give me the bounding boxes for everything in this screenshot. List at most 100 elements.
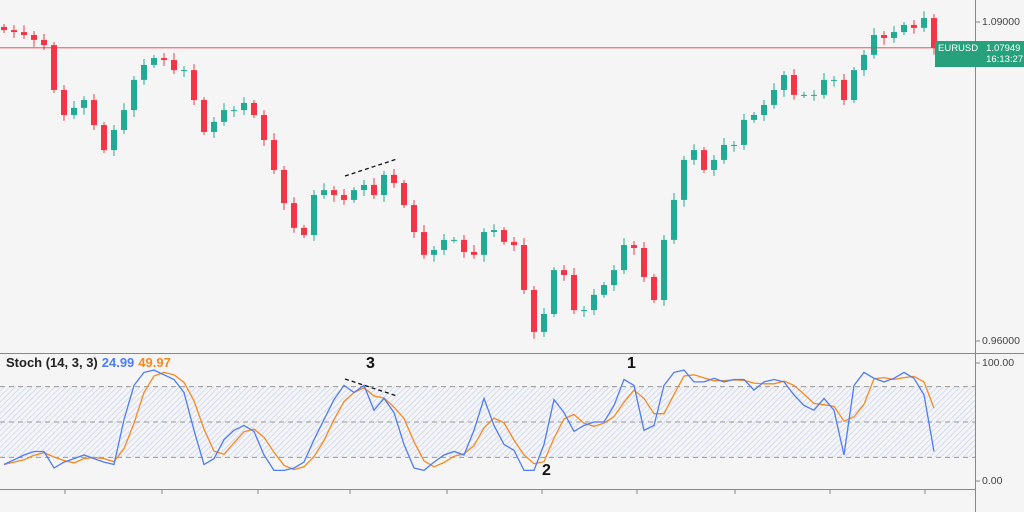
annotation-3: 3 [366,355,375,372]
candles [1,11,937,339]
candle-body [551,270,557,315]
candle-body [891,32,897,38]
candle [171,53,177,75]
candle [71,101,77,119]
candle [241,97,247,116]
candle-body [671,199,677,240]
candle-body [121,110,127,130]
candle [751,112,757,123]
candle-body [281,169,287,204]
candle [501,227,507,245]
candle [471,245,477,259]
candle [541,308,547,337]
candle [831,75,837,87]
candle-body [81,100,87,108]
candle [371,178,377,199]
candle-body [431,249,437,255]
stoch-title: Stoch (14, 3, 3) [6,355,98,370]
candle [491,224,497,237]
candle-body [271,140,277,170]
candle [251,100,257,118]
candle-body [831,79,837,81]
candle-body [641,247,647,277]
candle-body [401,182,407,206]
candle [841,74,847,105]
candle [641,242,647,282]
candle-body [571,274,577,311]
candle-body [611,270,617,286]
candle [401,180,407,209]
candle [871,28,877,59]
candle-body [411,205,417,233]
candle [151,55,157,68]
candle-body [171,60,177,71]
candle-body [511,241,517,246]
candle-body [111,129,117,151]
annotation-1: 1 [627,355,636,372]
candle-body [721,144,727,160]
candle [891,26,897,43]
candle-body [631,245,637,248]
candle-body [931,18,937,48]
candle [881,31,887,45]
candle [351,187,357,203]
candle-body [691,150,697,160]
candle [521,238,527,294]
candle-body [621,245,627,271]
candle-body [321,190,327,195]
candle [851,67,857,103]
candle [711,154,717,176]
candle-body [761,104,767,116]
candle-body [181,70,187,72]
stoch-legend[interactable]: Stoch (14, 3, 3) 24.99 49.97 [6,355,171,370]
price-tick-label: 1.09000 [982,16,1020,28]
candle [661,234,667,306]
candle-body [751,115,757,120]
candle-body [651,276,657,301]
candle [221,103,227,126]
candle-body [741,119,747,145]
candle [511,236,517,251]
candle [361,180,367,196]
candle [721,138,727,164]
candle-body [101,125,107,151]
candle-body [361,184,367,191]
price-trendline [344,158,398,177]
candle [201,97,207,135]
bar-countdown: 16:13:27 [986,54,1024,65]
last-price: 1.07949 [986,43,1021,54]
candle [691,144,697,165]
candle-body [661,239,667,301]
candle [741,114,747,150]
candle [121,103,127,134]
candle [801,91,807,98]
candle-body [221,110,227,122]
candle-body [801,94,807,96]
candle-body [421,232,427,255]
candle-body [201,100,207,132]
candle [21,25,27,39]
candle-body [231,110,237,112]
candle [781,71,787,97]
candle [381,170,387,202]
candle [301,224,307,238]
candle [631,241,637,255]
candle [191,64,197,105]
candle-body [301,227,307,235]
candle-body [461,239,467,252]
candle [621,238,627,275]
candle [421,225,427,259]
candle-body [771,89,777,105]
candle [611,265,617,291]
candle [1,23,7,34]
candle-body [841,79,847,101]
candle [101,122,107,154]
candle [861,49,867,76]
candle [761,100,767,121]
candle-body [491,230,497,233]
candle-body [531,289,537,332]
candle [311,190,317,241]
candle [271,133,277,174]
